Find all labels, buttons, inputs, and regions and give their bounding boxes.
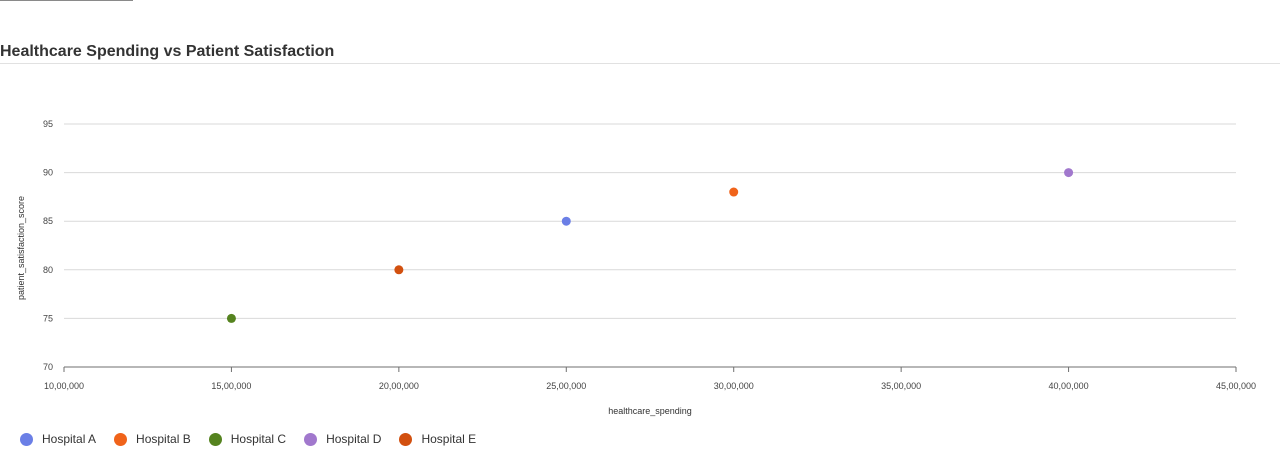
x-axis-ticks: 10,00,000 15,00,000 20,00,000 25,00,000 30,0…: [44, 367, 1256, 391]
y-tick-label: 80: [43, 265, 53, 275]
legend-marker-icon: [399, 432, 413, 446]
x-tick-label: 10,00,000: [44, 381, 84, 391]
data-point[interactable]: [1064, 168, 1074, 178]
legend-marker-icon: [114, 432, 128, 446]
legend-marker-icon: [208, 432, 222, 446]
data-points: [226, 168, 1074, 323]
y-tick-label: 70: [43, 362, 53, 372]
legend-marker-icon: [304, 432, 318, 446]
legend-item[interactable]: Hospital E: [399, 432, 476, 446]
x-tick-label: 25,00,000: [546, 381, 586, 391]
x-tick-label: 15,00,000: [211, 381, 251, 391]
chart-legend: Hospital A Hospital B Hospital C Hospital D…: [20, 429, 476, 449]
y-tick-label: 95: [43, 119, 53, 129]
x-axis-title: healthcare_spending: [608, 406, 692, 416]
chart-title: Healthcare Spending vs Patient Satisfact…: [0, 43, 335, 60]
chart-header: Healthcare Spending vs Patient Satisfact…: [0, 40, 1280, 64]
x-tick-label: 35,00,000: [881, 381, 921, 391]
data-point[interactable]: [729, 187, 739, 197]
data-point[interactable]: [561, 216, 571, 226]
legend-label: Hospital D: [326, 432, 382, 446]
x-tick-label: 45,00,000: [1216, 381, 1256, 391]
y-axis-ticks: 70 75 80 85 90 95: [43, 119, 53, 372]
legend-item[interactable]: Hospital B: [114, 432, 191, 446]
legend-label: Hospital E: [421, 432, 477, 446]
active-tab-indicator: [0, 0, 133, 1]
grid-lines: [64, 123, 1236, 319]
legend-label: Hospital C: [230, 432, 287, 446]
y-axis-title: patient_satisfaction_score: [16, 196, 26, 300]
legend-label: Hospital B: [136, 432, 191, 446]
x-tick-label: 30,00,000: [714, 381, 754, 391]
y-tick-label: 90: [43, 168, 53, 178]
x-tick-label: 40,00,000: [1049, 381, 1089, 391]
legend-marker-icon: [20, 432, 33, 446]
legend-item[interactable]: Hospital D: [304, 432, 381, 446]
x-tick-label: 20,00,000: [379, 381, 419, 391]
data-point[interactable]: [394, 265, 404, 275]
legend-item[interactable]: Hospital A: [20, 432, 96, 446]
legend-item[interactable]: Hospital C: [208, 432, 287, 446]
y-tick-label: 75: [43, 313, 53, 323]
legend-label: Hospital A: [42, 432, 97, 446]
y-tick-label: 85: [43, 216, 53, 226]
data-point[interactable]: [226, 313, 236, 323]
